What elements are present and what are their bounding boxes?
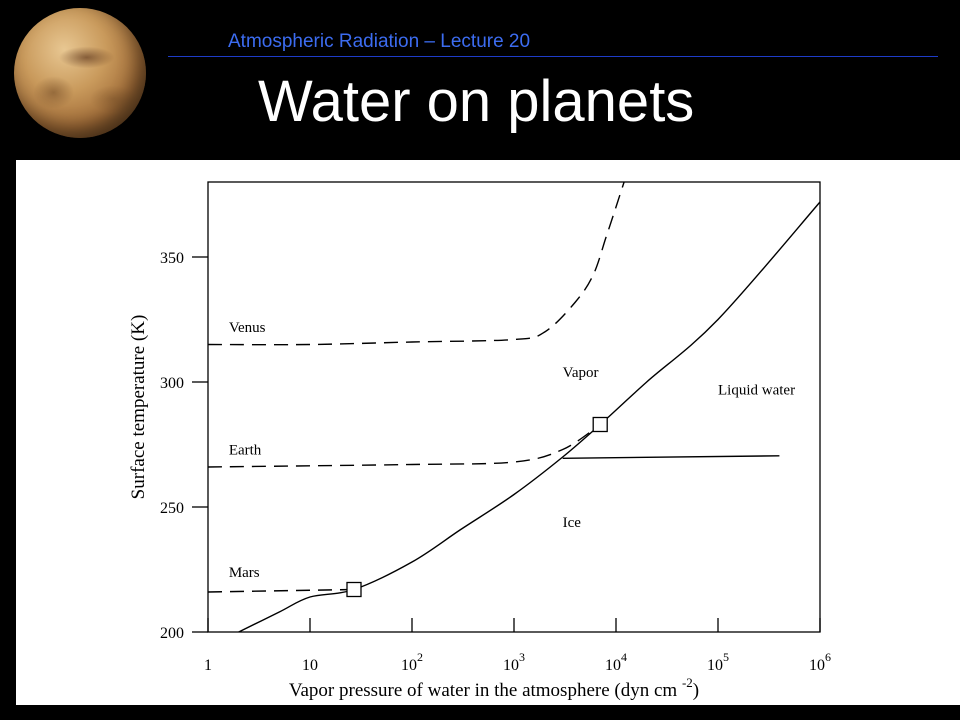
x-tick-label: 106 (809, 650, 831, 674)
series-ice-liquid-boundary-line (562, 455, 780, 459)
x-tick-label: 104 (605, 650, 627, 674)
series-saturation-line (238, 201, 820, 632)
header-divider (168, 56, 938, 57)
x-tick-label: 105 (707, 650, 729, 674)
series-mars-line (208, 588, 355, 593)
series-label-earth: Earth (229, 443, 262, 459)
region-label: Vapor (563, 365, 599, 381)
series-venus-line (208, 182, 625, 346)
x-tick-label: 103 (503, 650, 525, 674)
lecture-title: Atmospheric Radiation – Lecture 20 (228, 31, 531, 52)
plot-border (207, 181, 821, 633)
series-label-mars: Mars (229, 565, 260, 581)
y-tick-label: 200 (160, 625, 184, 642)
slide-title: Water on planets (258, 69, 695, 134)
region-label: Liquid water (718, 383, 795, 399)
intersection-marker (592, 416, 608, 433)
series-group (208, 182, 820, 632)
y-tick-label: 250 (160, 500, 184, 517)
x-tick-label: 10 (302, 657, 318, 674)
curves (208, 182, 820, 632)
intersection-marker (346, 581, 362, 598)
y-tick-label: 300 (160, 375, 184, 392)
phase-diagram-chart: 200 250 300 350 1 10 102 103 104 105 106 Venus Eart… (128, 181, 831, 701)
ticks: 200 250 300 350 1 10 102 103 104 105 106 (160, 250, 831, 674)
y-axis-label: Surface temperature (K) (128, 315, 149, 500)
mars-globe-icon (14, 8, 146, 138)
phase-diagram-figure: 200 250 300 350 1 10 102 103 104 105 106 Venus Eart… (16, 160, 960, 705)
series-label-venus: Venus (229, 320, 266, 336)
x-axis-label: Vapor pressure of water in the atmospher… (289, 675, 699, 701)
y-tick-label: 350 (160, 250, 184, 267)
region-label: Ice (563, 515, 582, 531)
x-tick-label: 102 (401, 650, 423, 674)
series-earth-line (208, 423, 601, 468)
labels: Venus Earth Mars Vapor Liquid water Ice (229, 320, 795, 581)
x-tick-label: 1 (204, 657, 212, 674)
plot-frame (207, 181, 821, 633)
